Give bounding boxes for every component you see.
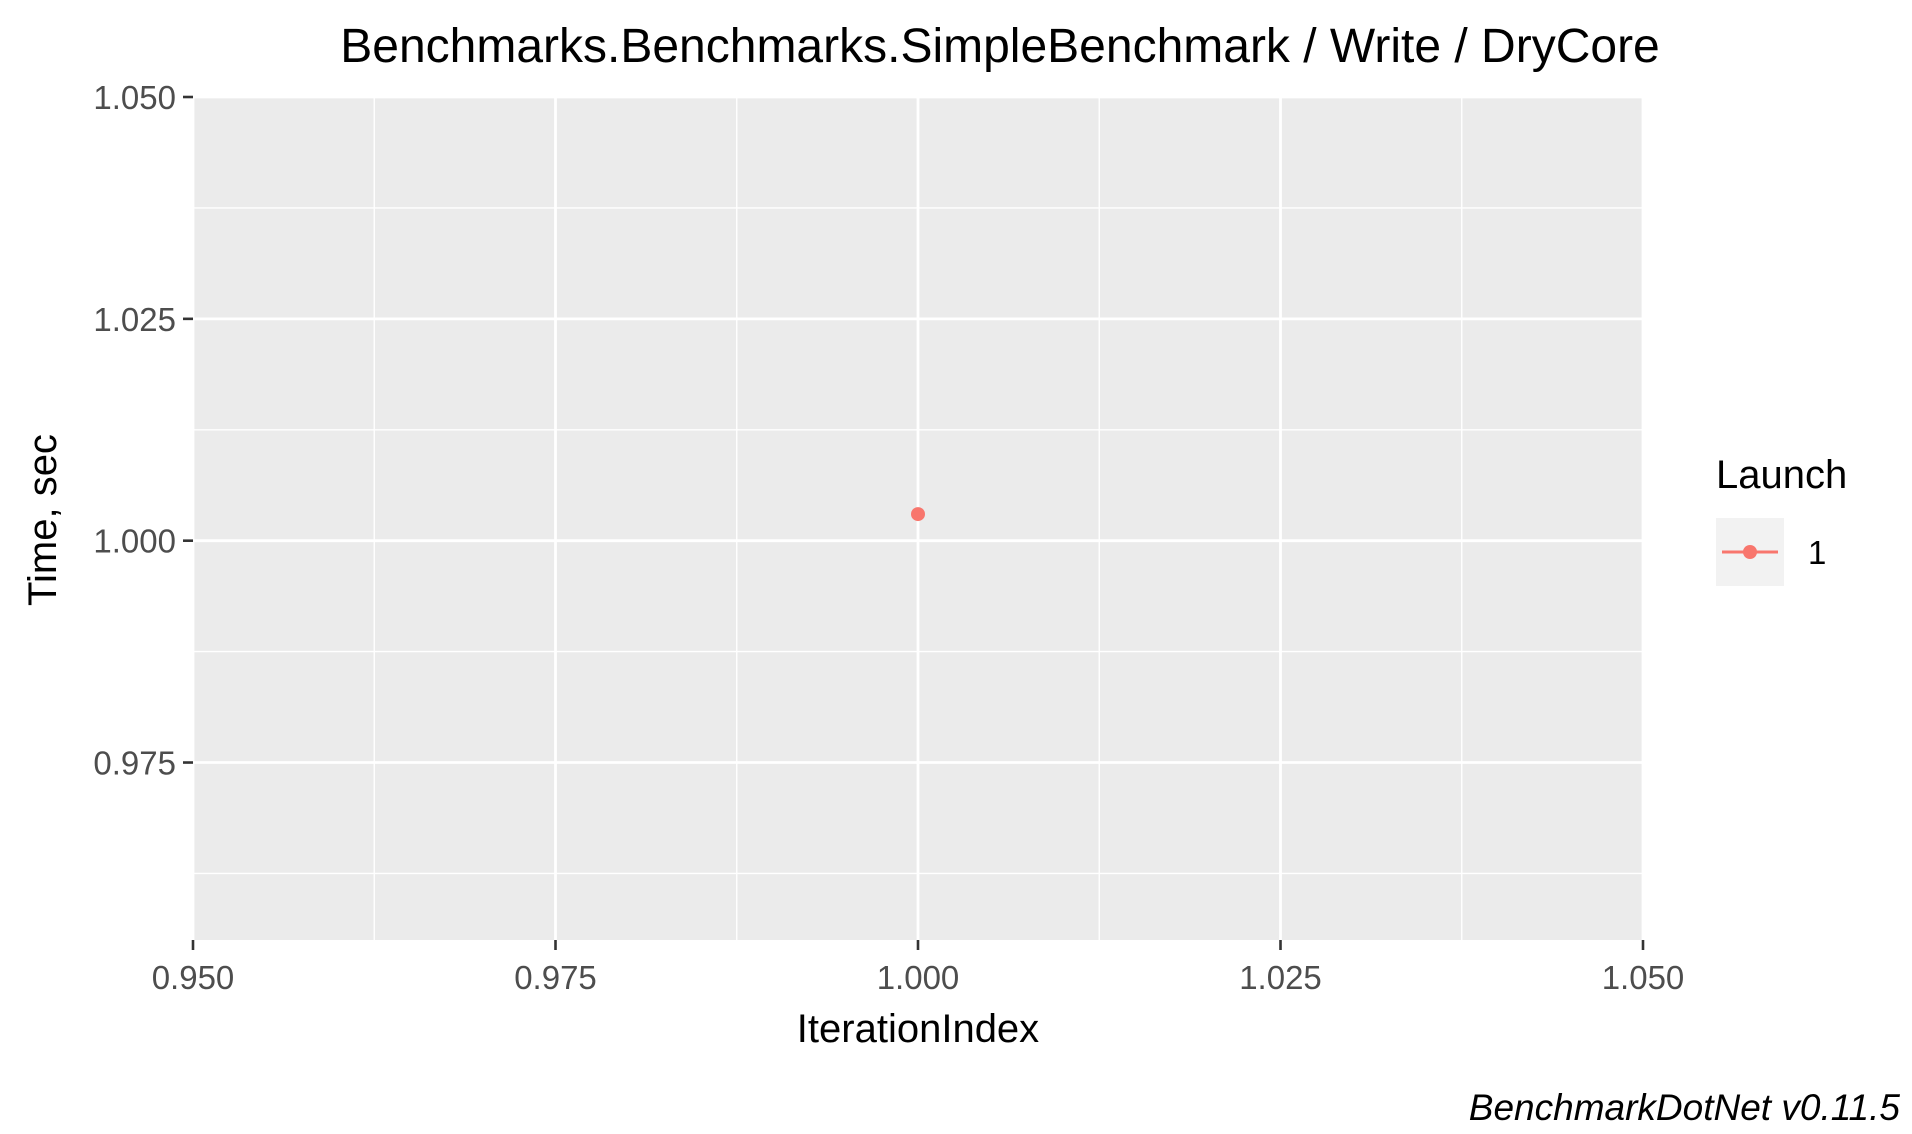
y-axis-title: Time, sec <box>21 434 65 606</box>
legend: Launch 1 <box>1716 453 1847 586</box>
x-axis: 0.950 0.975 1.000 1.025 1.050 <box>152 940 1685 996</box>
legend-label: 1 <box>1808 534 1826 571</box>
y-tick-label: 1.050 <box>93 79 176 116</box>
x-tick-label: 1.050 <box>1602 959 1685 996</box>
y-tick-label: 1.025 <box>93 301 176 338</box>
caption: BenchmarkDotNet v0.11.5 <box>1469 1087 1901 1128</box>
data-point <box>911 507 925 522</box>
x-tick-label: 0.950 <box>152 959 235 996</box>
y-tick-label: 0.975 <box>93 745 176 782</box>
y-tick-label: 1.000 <box>93 523 176 560</box>
data-points <box>911 507 925 522</box>
x-tick-label: 0.975 <box>514 959 597 996</box>
x-axis-title: IterationIndex <box>797 1007 1039 1051</box>
x-tick-label: 1.025 <box>1239 959 1322 996</box>
y-axis: 0.975 1.000 1.025 1.050 <box>93 79 193 782</box>
legend-title: Launch <box>1716 453 1847 497</box>
chart-title: Benchmarks.Benchmarks.SimpleBenchmark / … <box>340 20 1660 73</box>
legend-key-point <box>1743 545 1757 559</box>
x-tick-label: 1.000 <box>877 959 960 996</box>
